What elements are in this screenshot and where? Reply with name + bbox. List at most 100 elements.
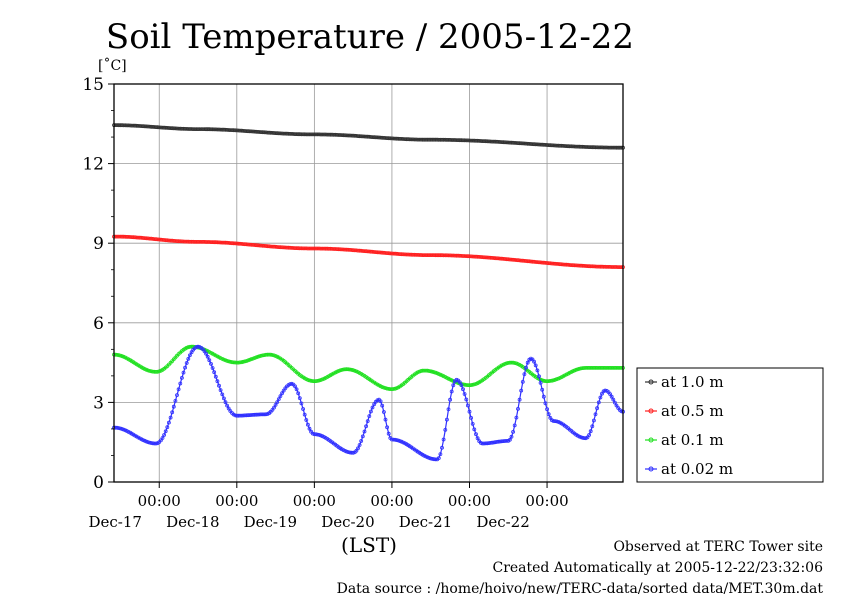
series-point xyxy=(166,420,171,425)
series-point xyxy=(293,384,297,389)
series-point xyxy=(469,415,474,420)
series-point xyxy=(441,437,446,442)
series-point xyxy=(181,370,186,375)
series-point xyxy=(147,440,152,445)
footer-observed: Observed at TERC Tower site xyxy=(613,539,823,555)
series-point xyxy=(176,387,181,392)
series-point xyxy=(613,400,617,405)
chart-title: Soil Temperature / 2005-12-22 xyxy=(106,17,634,57)
series-point xyxy=(187,353,192,358)
series-point xyxy=(301,407,306,411)
series-point xyxy=(276,397,281,402)
x-day-label: Dec-19 xyxy=(244,513,297,531)
x-tick-label: 00:00 xyxy=(293,492,336,510)
series-point xyxy=(315,378,320,383)
x-tick-label: 00:00 xyxy=(448,492,491,510)
series-point xyxy=(205,354,210,359)
series-point xyxy=(381,410,386,414)
series-0 xyxy=(112,123,625,150)
series-point xyxy=(357,443,362,447)
series-point xyxy=(522,372,527,377)
series-point xyxy=(533,363,538,368)
series-point xyxy=(204,351,209,356)
series-point xyxy=(438,452,443,457)
series-point xyxy=(386,431,391,436)
series-point xyxy=(472,427,477,432)
series-point xyxy=(553,419,557,424)
series-point xyxy=(436,456,441,461)
series-point xyxy=(179,375,184,380)
series-point xyxy=(170,410,175,415)
series-point xyxy=(360,434,365,439)
series-point xyxy=(215,379,220,384)
series-point xyxy=(210,366,215,370)
legend-swatch-marker xyxy=(648,466,654,472)
series-point xyxy=(587,433,591,437)
series-point xyxy=(512,423,517,428)
series-point xyxy=(475,436,480,441)
x-day-label: Dec-21 xyxy=(399,513,452,531)
series-point xyxy=(221,396,226,401)
series-point xyxy=(590,424,595,429)
series-point xyxy=(535,368,540,373)
series-point xyxy=(517,397,522,402)
series-point xyxy=(470,421,475,426)
series-point xyxy=(362,429,367,434)
series-point xyxy=(554,377,559,382)
series-point xyxy=(305,422,310,427)
series-point xyxy=(504,438,509,443)
series-point xyxy=(184,361,189,365)
series-point xyxy=(196,344,200,349)
series-point xyxy=(541,394,546,399)
series-point xyxy=(462,392,467,396)
series-point xyxy=(367,414,372,419)
series-point xyxy=(302,412,307,417)
series-point xyxy=(595,406,599,411)
series-point xyxy=(448,397,453,402)
series-point xyxy=(511,429,515,434)
series-point xyxy=(394,438,399,443)
y-tick-label: 0 xyxy=(93,473,104,493)
series-point xyxy=(611,397,616,402)
legend: at 1.0 m at 0.5 m at 0.1 m at 0.02 m xyxy=(636,367,824,483)
series-point xyxy=(443,427,448,432)
series-point xyxy=(467,409,472,414)
series-point xyxy=(171,404,176,409)
series-point xyxy=(270,353,275,357)
series-point xyxy=(440,445,444,450)
y-tick-label: 12 xyxy=(82,155,104,175)
series-point xyxy=(364,424,369,429)
series-point xyxy=(461,387,465,392)
series-point xyxy=(472,382,477,387)
series-point xyxy=(315,432,320,437)
series-point xyxy=(543,401,548,406)
series-point xyxy=(268,352,273,357)
series-point xyxy=(168,415,173,420)
series-point xyxy=(115,425,120,430)
series-point xyxy=(186,356,191,361)
series-point xyxy=(297,396,302,401)
series-point xyxy=(356,446,360,451)
series-point xyxy=(546,412,551,417)
series-point xyxy=(603,388,608,393)
series-point xyxy=(507,437,512,442)
series-point xyxy=(524,365,528,370)
series-point xyxy=(380,385,385,389)
series-point xyxy=(385,425,390,430)
series-point xyxy=(242,359,247,364)
series-point xyxy=(220,392,225,397)
series-point xyxy=(165,425,170,430)
series-point xyxy=(509,434,514,439)
series-point xyxy=(520,379,525,384)
series-point xyxy=(299,401,304,406)
y-ticks: 0 3 6 9 12 15 xyxy=(82,75,114,493)
series-point xyxy=(217,383,221,388)
y-axis-label: [˚C] xyxy=(98,57,127,74)
series-point xyxy=(147,368,152,373)
series-point xyxy=(365,419,370,424)
series-point xyxy=(428,369,433,374)
x-day-label: Dec-22 xyxy=(476,513,529,531)
series-point xyxy=(212,370,217,375)
legend-label: at 0.1 m xyxy=(661,431,724,449)
series-point xyxy=(444,417,449,422)
